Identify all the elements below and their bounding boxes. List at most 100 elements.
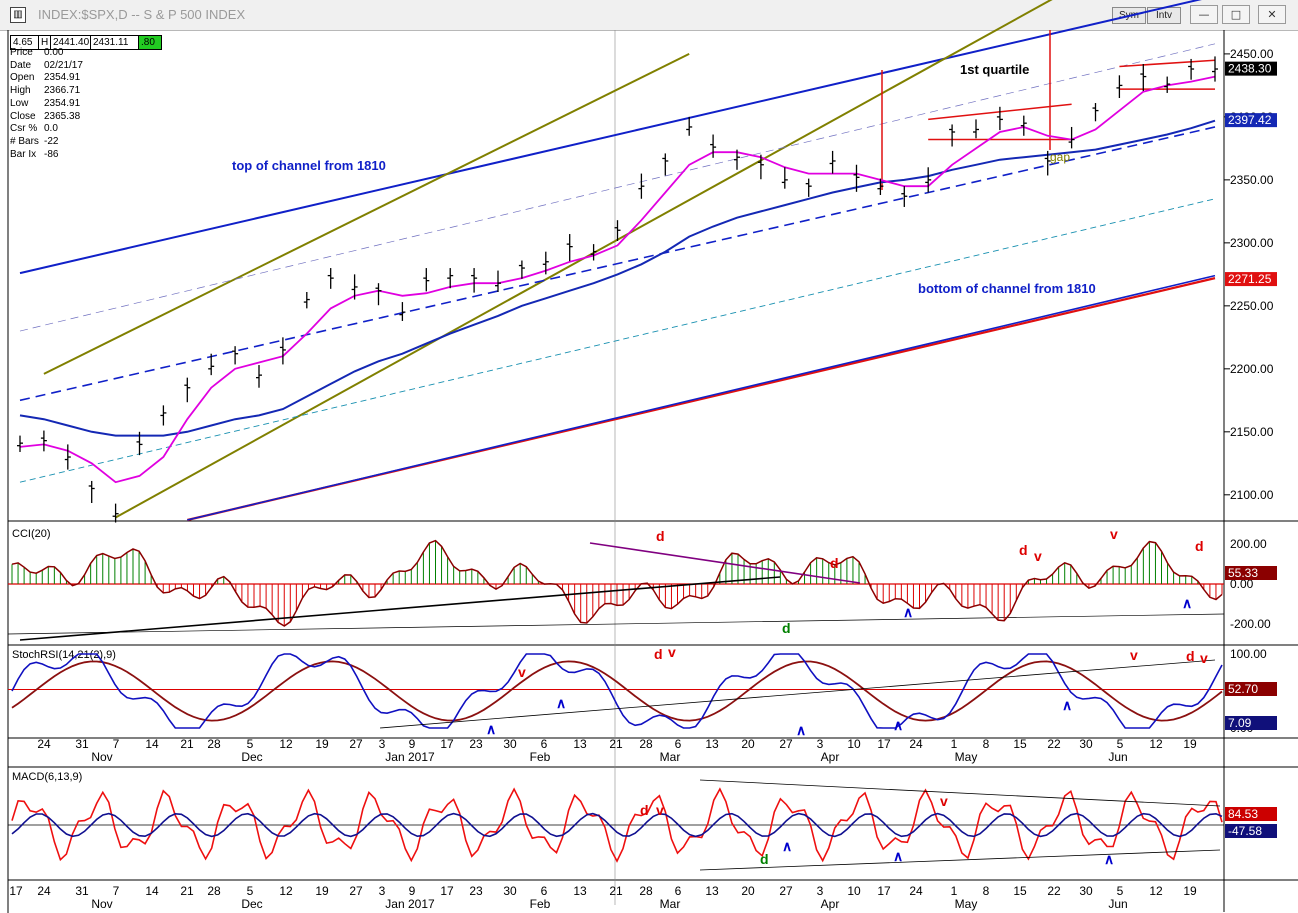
stochrsi-signal-mark: ∧ [486, 721, 496, 737]
mid-axis-day: 19 [1183, 737, 1197, 751]
stochrsi-slow-line [11, 660, 1223, 722]
macd-signal-mark: v [656, 802, 664, 818]
cci-purple-trendline [589, 542, 861, 584]
stochrsi-slow-bg [1225, 682, 1277, 696]
top-channel-line [19, 0, 1202, 275]
bottom-axis-day: 8 [983, 884, 990, 898]
macd-signal-label: -47.58 [1228, 824, 1262, 838]
bottom-axis-day: 21 [609, 884, 623, 898]
bottom-axis-day: 31 [75, 884, 89, 898]
mid-axis-day: 31 [75, 737, 89, 751]
info-row-close: Close 2365.38 [10, 110, 81, 122]
stochrsi-slow-label: 52.70 [1228, 682, 1258, 696]
stochrsi-fast-bg [1225, 716, 1277, 730]
mid-axis-day: 19 [315, 737, 329, 751]
bottom-channel-blue-line [187, 274, 1216, 521]
bottom-axis-day: 17 [440, 884, 454, 898]
ma-blue-line [19, 119, 1216, 437]
price-panel: 2450.002400.002350.002300.002250.002200.… [17, 0, 1277, 523]
cci-signal-mark: d [1019, 542, 1028, 558]
mid-axis-day: 14 [145, 737, 159, 751]
ma-lower-label-bg [1225, 272, 1277, 287]
bottom-axis-day: 12 [1149, 884, 1163, 898]
ma-magenta-line [19, 75, 1216, 484]
bottom-axis-day: 27 [349, 884, 363, 898]
macd-signal-mark: ∧ [893, 848, 903, 864]
bottom-axis-day: 28 [639, 884, 653, 898]
info-row-high: High 2366.71 [10, 85, 81, 97]
price-tick-label: 2300.00 [1230, 236, 1274, 250]
cci-signal-mark: ∧ [1182, 595, 1192, 611]
macd-signal-mark: d [760, 851, 769, 867]
mid-axis-day: 23 [469, 737, 483, 751]
info-row-barix: Bar Ix -86 [10, 148, 59, 160]
bottom-axis-day: 5 [247, 884, 254, 898]
bottom-axis-month: Apr [821, 897, 840, 911]
stochrsi-title: StochRSI(14,21(2),9) [12, 649, 116, 661]
mid-axis-day: 13 [573, 737, 587, 751]
cci-signal-mark: d [1195, 538, 1204, 554]
cci-tick-label: -200.00 [1230, 617, 1271, 631]
data-window: Price 0.00 Date 02/21/17 Open 2354.91 High 2… [10, 47, 90, 161]
mid-axis-month: Apr [821, 750, 840, 764]
bottom-axis-day: 13 [705, 884, 719, 898]
mid-axis-day: 15 [1013, 737, 1027, 751]
bottom-axis-month: Jun [1108, 897, 1127, 911]
stochrsi-tick-label: 100.00 [1230, 647, 1267, 661]
mid-axis-day: 6 [541, 737, 548, 751]
macd-current-label: 84.53 [1228, 807, 1258, 821]
close-icon[interactable]: ✕ [1258, 5, 1286, 24]
stochrsi-fast-line [11, 653, 1223, 729]
bottom-axis-day: 10 [847, 884, 861, 898]
stochrsi-signal-mark: d [654, 646, 663, 662]
panel-frames [7, 30, 1298, 913]
price-tick-label: 2100.00 [1230, 488, 1274, 502]
bottom-axis-day: 27 [779, 884, 793, 898]
bottom-axis-day: 3 [817, 884, 824, 898]
cci-signal-mark: v [1034, 548, 1042, 564]
mid-axis-month: Nov [91, 750, 112, 764]
bottom-axis-day: 30 [1079, 884, 1093, 898]
stochrsi-signal-mark: v [1130, 647, 1138, 663]
bottom-axis-day: 15 [1013, 884, 1027, 898]
bottom-axis-month: Nov [91, 897, 112, 911]
olive-lower-line [115, 0, 1053, 519]
price-tick-label: 2200.00 [1230, 362, 1274, 376]
stochrsi-signal-mark: v [518, 664, 526, 680]
macd-line [11, 787, 1223, 863]
stochrsi-signal-mark: d [1186, 648, 1195, 664]
macd-signal-mark: d [640, 802, 649, 818]
maximize-icon[interactable]: □ [1222, 5, 1250, 24]
macd-lower-trendline [699, 849, 1221, 871]
bottom-axis-day: 19 [1183, 884, 1197, 898]
cci-lower-band [7, 613, 1225, 635]
mid-axis-day: 24 [37, 737, 51, 751]
bottom-axis-day: 6 [675, 884, 682, 898]
mid-axis-month: Dec [241, 750, 262, 764]
bottom-axis-day: 1 [951, 884, 958, 898]
mid-axis-day: 28 [639, 737, 653, 751]
stochrsi-signal-mark: ∧ [1062, 697, 1072, 713]
cci-signal-mark: ∧ [903, 604, 913, 620]
change-value-box: .80 [138, 35, 162, 50]
minimize-icon[interactable]: — [1190, 5, 1218, 24]
mid-axis-day: 17 [877, 737, 891, 751]
bottom-axis-day: 13 [573, 884, 587, 898]
dashed-support-line [19, 126, 1216, 402]
cci-current-bg [1225, 566, 1277, 580]
annotation-gap: gap [1050, 150, 1071, 164]
cci-tick-label: 200.00 [1230, 537, 1267, 551]
mid-axis-day: 28 [207, 737, 221, 751]
mid-axis-day: 24 [909, 737, 923, 751]
mid-axis-day: 27 [349, 737, 363, 751]
mid-axis-month: Jan 2017 [385, 750, 435, 764]
bottom-axis-month: Jan 2017 [385, 897, 435, 911]
macd-signal-line [11, 812, 1223, 838]
mid-axis-day: 10 [847, 737, 861, 751]
cci-trendline [19, 576, 781, 641]
mid-axis-month: Jun [1108, 750, 1127, 764]
mid-axis-day: 5 [247, 737, 254, 751]
bottom-axis-day: 6 [541, 884, 548, 898]
thin-dashed-line [19, 43, 1216, 332]
